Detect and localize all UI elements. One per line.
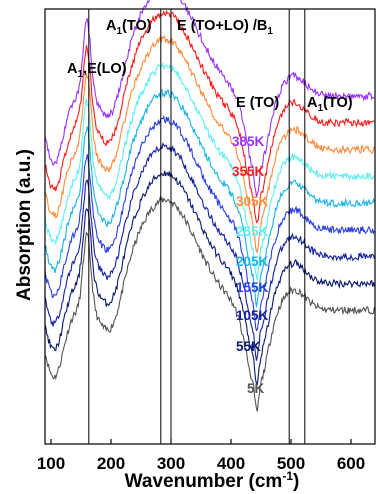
series-line-155K [44, 115, 375, 332]
series-line-5K [44, 195, 375, 412]
series-label-55K: 55K [236, 339, 261, 354]
series-label-105K: 105K [236, 308, 269, 323]
series-label-155K: 155K [236, 280, 269, 295]
series-line-305K [44, 35, 375, 254]
y-axis-title: Absorption (a.u.) [14, 149, 35, 301]
x-axis-ticks: 100 200 300 400 500 600 [37, 439, 365, 473]
series-label-255K: 255K [236, 224, 269, 239]
x-tick-label-200: 200 [97, 454, 125, 473]
x-tick-label-400: 400 [217, 454, 245, 473]
series-label-305K: 305K [236, 194, 269, 209]
series-layer [44, 0, 375, 412]
series-line-55K [44, 170, 375, 386]
series-label-385K: 385K [232, 134, 265, 149]
plot-frame [44, 8, 376, 445]
series-label-355K: 355K [232, 164, 265, 179]
peak-annotation-3: E (TO) [236, 95, 279, 111]
series-label-5K: 5K [247, 381, 265, 396]
series-line-105K [44, 142, 375, 361]
series-line-205K [44, 88, 375, 308]
x-axis-title: Wavenumber (cm-1) [125, 469, 300, 492]
x-tick-label-100: 100 [37, 454, 65, 473]
series-labels: 5K 55K 105K 155K 205K 255K 305K 355K 385K [232, 134, 269, 396]
peak-annotations: A1,E(LO) A1(TO) E (TO+LO) /B1 E (TO) A1(TO) [67, 18, 353, 114]
peak-annotation-0: A1,E(LO) [67, 61, 127, 80]
x-tick-label-600: 600 [337, 454, 365, 473]
peak-annotation-1: A1(TO) [106, 18, 152, 37]
peak-annotation-4: A1(TO) [307, 95, 353, 114]
series-label-205K: 205K [236, 254, 269, 269]
reference-lines [88, 9, 306, 444]
peak-annotation-2: E (TO+LO) /B1 [177, 18, 273, 37]
series-line-255K [44, 62, 375, 281]
series-line-385K [44, 0, 375, 198]
series-line-355K [44, 9, 375, 224]
x-tick-label-500: 500 [277, 454, 305, 473]
x-tick-label-300: 300 [157, 454, 185, 473]
